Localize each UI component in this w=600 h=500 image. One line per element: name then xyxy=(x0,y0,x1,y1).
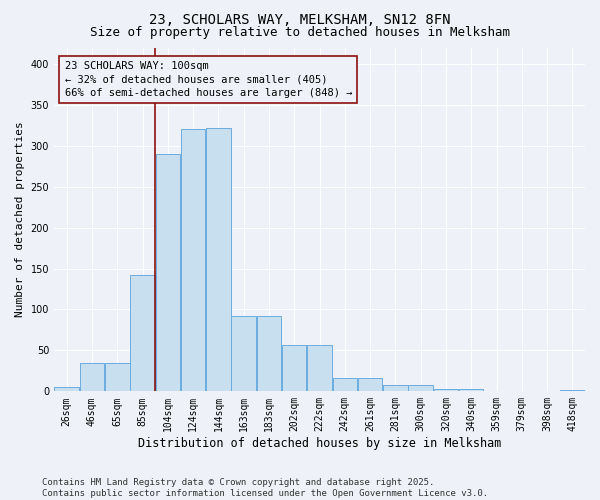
Bar xyxy=(105,362,130,392)
X-axis label: Distribution of detached houses by size in Melksham: Distribution of detached houses by size … xyxy=(138,437,501,450)
Bar xyxy=(206,128,230,392)
Bar xyxy=(358,378,382,392)
Bar xyxy=(509,390,534,392)
Text: 23, SCHOLARS WAY, MELKSHAM, SN12 8FN: 23, SCHOLARS WAY, MELKSHAM, SN12 8FN xyxy=(149,12,451,26)
Bar xyxy=(130,275,155,392)
Bar xyxy=(181,130,205,392)
Text: Size of property relative to detached houses in Melksham: Size of property relative to detached ho… xyxy=(90,26,510,39)
Bar xyxy=(560,390,584,392)
Bar xyxy=(55,387,79,392)
Bar xyxy=(459,389,484,392)
Bar xyxy=(282,344,307,392)
Bar xyxy=(307,344,332,392)
Bar xyxy=(409,385,433,392)
Bar xyxy=(434,389,458,392)
Y-axis label: Number of detached properties: Number of detached properties xyxy=(15,122,25,318)
Text: Contains HM Land Registry data © Crown copyright and database right 2025.
Contai: Contains HM Land Registry data © Crown c… xyxy=(42,478,488,498)
Text: 23 SCHOLARS WAY: 100sqm
← 32% of detached houses are smaller (405)
66% of semi-d: 23 SCHOLARS WAY: 100sqm ← 32% of detache… xyxy=(65,62,352,98)
Bar xyxy=(155,154,180,392)
Bar xyxy=(332,378,357,392)
Bar xyxy=(383,385,407,392)
Bar xyxy=(257,316,281,392)
Bar xyxy=(232,316,256,392)
Bar xyxy=(484,390,509,392)
Bar xyxy=(80,364,104,392)
